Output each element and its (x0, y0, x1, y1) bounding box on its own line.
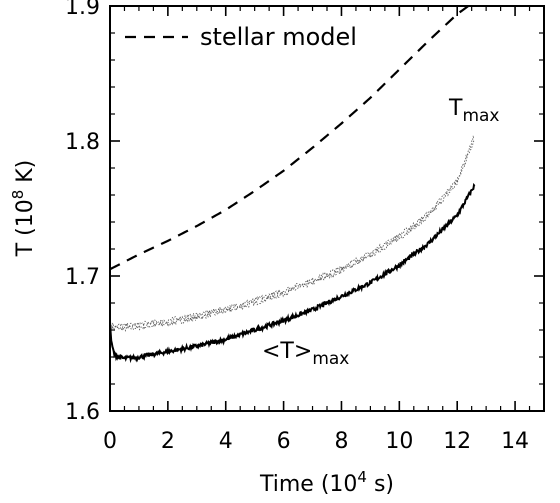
x-tick-label: 10 (385, 429, 413, 454)
curve-label-mean-tmax: <T>max (262, 339, 349, 369)
x-tick-label: 8 (334, 429, 348, 454)
curve-label-mean-tmax-sub: max (312, 349, 349, 369)
series-0 (109, 5, 469, 271)
series-line-tmax (109, 140, 475, 333)
curve-label-tmax-main: T (448, 96, 463, 121)
series-1 (109, 135, 475, 333)
y-tick-label: 1.6 (65, 400, 100, 425)
y-tick-label: 1.7 (65, 265, 100, 290)
series-layer (109, 5, 476, 364)
x-tick-label: 6 (277, 429, 291, 454)
series-line-tmax (109, 135, 475, 329)
x-tick-label: 0 (103, 429, 117, 454)
curve-label-tmax-sub: max (462, 106, 499, 126)
axis-ticks (109, 5, 544, 412)
y-tick-label: 1.8 (65, 130, 100, 155)
x-tick-labels: 0 2 4 6 8 10 12 14 (103, 429, 529, 454)
curve-label-mean-tmax-main: <T> (262, 339, 312, 364)
y-axis-title: T (108 K) (9, 160, 38, 258)
curve-label-tmax: Tmax (448, 96, 500, 126)
series-2 (109, 182, 476, 364)
x-tick-label: 4 (219, 429, 233, 454)
y-tick-label: 1.9 (65, 0, 100, 20)
x-tick-label: 14 (501, 429, 529, 454)
legend-label: stellar model (200, 23, 357, 51)
x-tick-label: 2 (161, 429, 175, 454)
y-tick-labels: 1.6 1.7 1.8 1.9 (65, 0, 100, 425)
x-tick-label: 12 (443, 429, 471, 454)
series-line-mean-tmax (109, 182, 476, 364)
series-line-stellar-model (109, 5, 469, 271)
x-axis-title: Time (104 s) (259, 468, 394, 497)
